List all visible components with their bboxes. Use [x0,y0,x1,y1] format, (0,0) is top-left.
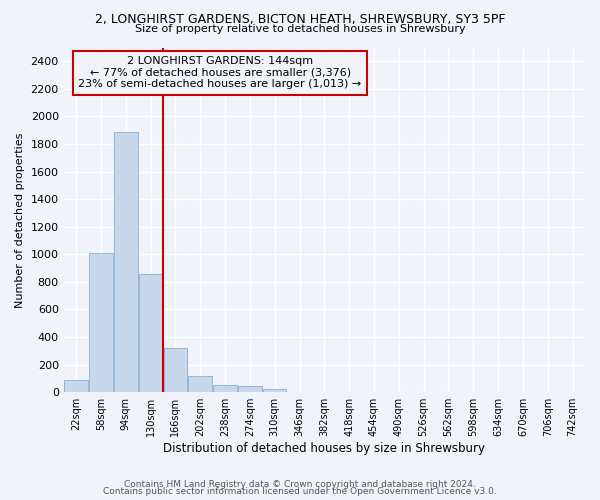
Bar [188,376,212,392]
Bar [89,253,113,392]
Y-axis label: Number of detached properties: Number of detached properties [15,132,25,308]
Bar [213,384,237,392]
Text: 2, LONGHIRST GARDENS, BICTON HEATH, SHREWSBURY, SY3 5PF: 2, LONGHIRST GARDENS, BICTON HEATH, SHRE… [95,12,505,26]
Text: Size of property relative to detached houses in Shrewsbury: Size of property relative to detached ho… [134,24,466,34]
Text: 2 LONGHIRST GARDENS: 144sqm  
← 77% of detached houses are smaller (3,376)
23% o: 2 LONGHIRST GARDENS: 144sqm ← 77% of det… [79,56,362,90]
Bar [263,389,286,392]
Bar [238,386,262,392]
Bar [114,132,137,392]
X-axis label: Distribution of detached houses by size in Shrewsbury: Distribution of detached houses by size … [163,442,485,455]
Text: Contains HM Land Registry data © Crown copyright and database right 2024.: Contains HM Land Registry data © Crown c… [124,480,476,489]
Bar [164,348,187,392]
Bar [64,380,88,392]
Text: Contains public sector information licensed under the Open Government Licence v3: Contains public sector information licen… [103,488,497,496]
Bar [139,274,163,392]
